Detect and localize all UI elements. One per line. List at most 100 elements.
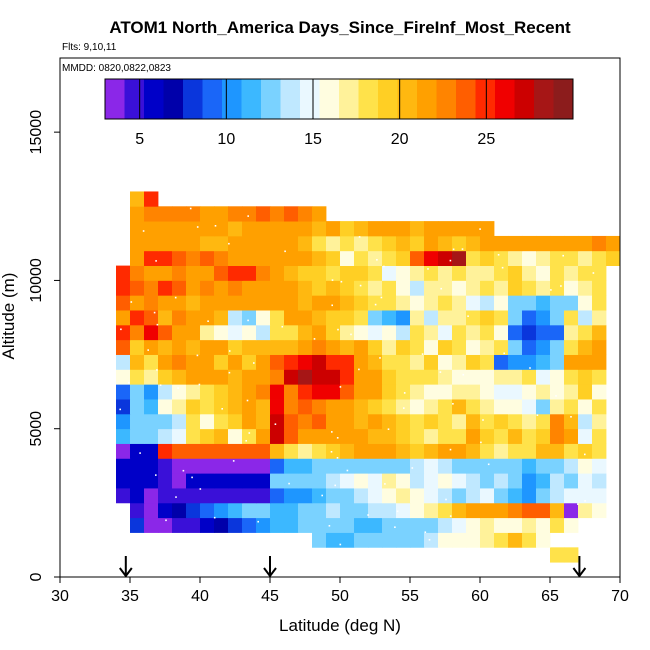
heatmap-cell xyxy=(312,502,327,519)
heatmap-cell xyxy=(200,399,215,415)
heatmap-cell xyxy=(382,488,397,504)
heatmap-cell xyxy=(172,428,187,444)
heatmap-cell xyxy=(200,280,215,296)
data-gap-speck xyxy=(245,440,247,442)
colorbar-segment xyxy=(280,79,301,119)
heatmap-cell xyxy=(172,339,187,355)
heatmap-cell xyxy=(144,384,159,400)
heatmap-cell xyxy=(130,250,145,266)
heatmap-cell xyxy=(228,517,243,533)
heatmap-cell xyxy=(410,221,425,237)
heatmap-cell xyxy=(172,384,187,400)
heatmap-cell xyxy=(144,399,159,415)
heatmap-cell xyxy=(340,324,355,341)
heatmap-cell xyxy=(242,339,257,355)
heatmap-cell xyxy=(592,310,607,326)
heatmap-cell xyxy=(452,324,467,341)
heatmap-cell xyxy=(508,384,523,400)
data-gap-speck xyxy=(336,437,339,439)
data-gap-speck xyxy=(156,369,158,371)
heatmap-cell xyxy=(326,235,341,252)
heatmap-cell xyxy=(592,235,607,252)
flights-label: Flts: 9,10,11 xyxy=(62,42,117,53)
colorbar-segment xyxy=(358,79,379,119)
heatmap-cell xyxy=(578,235,593,252)
data-gap-speck xyxy=(482,419,484,421)
heatmap-cell xyxy=(410,280,425,296)
heatmap-cell xyxy=(396,488,411,504)
y-tick-label: 10000 xyxy=(28,258,45,303)
heatmap-cell xyxy=(410,384,425,400)
heatmap-cell xyxy=(438,458,453,474)
heatmap-cell xyxy=(172,517,187,533)
heatmap-cell xyxy=(242,310,257,326)
heatmap-cell xyxy=(466,339,481,355)
heatmap-cell xyxy=(186,458,201,474)
heatmap-cell xyxy=(298,428,313,444)
heatmap-cell xyxy=(116,369,131,385)
colorbar-segment xyxy=(241,79,262,119)
heatmap-cell xyxy=(522,428,537,444)
heatmap-cell xyxy=(270,310,285,326)
data-gap-speck xyxy=(328,525,331,527)
heatmap-cell xyxy=(466,443,481,459)
heatmap-cell xyxy=(312,295,327,311)
heatmap-cell xyxy=(200,517,215,533)
data-gap-speck xyxy=(421,353,424,355)
heatmap-cell xyxy=(564,265,579,281)
data-gap-speck xyxy=(346,469,349,472)
heatmap-cell xyxy=(312,265,327,281)
heatmap-cell xyxy=(396,532,411,548)
heatmap-cell xyxy=(564,488,579,504)
heatmap-cell xyxy=(200,443,215,459)
heatmap-cell xyxy=(186,280,201,296)
data-gap-specks xyxy=(119,207,595,546)
heatmap-cell xyxy=(312,250,327,266)
heatmap-cell xyxy=(228,369,243,385)
heatmap-cell xyxy=(550,473,565,489)
data-gap-speck xyxy=(570,416,572,418)
y-axis-label: Altitude (m) xyxy=(0,273,18,360)
x-tick-label: 65 xyxy=(541,588,559,605)
heatmap-cell xyxy=(480,488,495,504)
colorbar-tick-label: 20 xyxy=(391,131,409,148)
heatmap-cell xyxy=(452,250,467,266)
colorbar-segment xyxy=(397,79,418,119)
heatmap-cell xyxy=(424,354,439,370)
heatmap-cell xyxy=(382,369,397,385)
data-gap-speck xyxy=(376,259,378,261)
heatmap-cell xyxy=(298,384,313,400)
heatmap-cell xyxy=(368,428,383,444)
heatmap-cell xyxy=(144,488,159,504)
heatmap-cell xyxy=(228,295,243,311)
heatmap-cell xyxy=(536,324,551,341)
heatmap-cell xyxy=(228,324,243,341)
heatmap-cell xyxy=(130,384,145,400)
heatmap-cell xyxy=(130,428,145,444)
heatmap-cell xyxy=(144,473,159,489)
heatmap-cell xyxy=(354,413,369,430)
heatmap-cell xyxy=(312,369,327,385)
heatmap-cell xyxy=(312,221,327,237)
heatmap-cell xyxy=(508,428,523,444)
heatmap-cell xyxy=(368,265,383,281)
heatmap-cell xyxy=(508,354,523,370)
heatmap-cell xyxy=(228,280,243,296)
heatmap-cell xyxy=(592,369,607,385)
heatmap-cell xyxy=(424,443,439,459)
heatmap-cell xyxy=(480,517,495,533)
heatmap-cell xyxy=(130,458,145,474)
data-gap-speck xyxy=(449,448,452,451)
heatmap-cell xyxy=(592,384,607,400)
heatmap-cell xyxy=(312,428,327,444)
data-gap-speck xyxy=(334,484,336,487)
heatmap-cell xyxy=(368,369,383,385)
heatmap-cell xyxy=(340,369,355,385)
heatmap-cell xyxy=(130,221,145,237)
heatmap-cell xyxy=(186,250,201,266)
heatmap-cell xyxy=(116,339,131,355)
heatmap-cell xyxy=(494,428,509,444)
heatmap-cell xyxy=(592,265,607,281)
heatmap-cell xyxy=(368,221,383,237)
heatmap-cell xyxy=(186,339,201,355)
